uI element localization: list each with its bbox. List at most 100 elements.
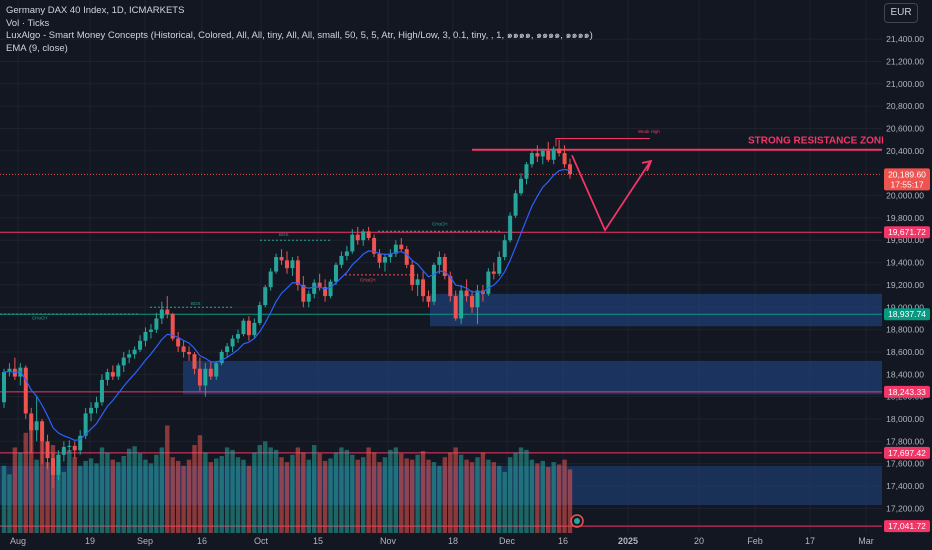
price-tick-label: 19,800.00 bbox=[886, 213, 924, 223]
candle-body bbox=[225, 346, 230, 352]
candle-body bbox=[361, 231, 366, 241]
price-tick-label: 18,000.00 bbox=[886, 414, 924, 424]
volume-bar bbox=[366, 447, 371, 533]
price-tick-label: 19,600.00 bbox=[886, 235, 924, 245]
volume-indicator-label[interactable]: Vol · Ticks bbox=[6, 17, 50, 29]
current-price-tag-bg bbox=[884, 168, 930, 191]
volume-bar bbox=[388, 449, 393, 533]
volume-bars bbox=[1, 423, 573, 533]
volume-bar bbox=[458, 454, 464, 533]
candle-body bbox=[23, 367, 28, 414]
volume-bar bbox=[562, 459, 567, 533]
volume-bar bbox=[497, 465, 502, 533]
candle-body bbox=[355, 234, 360, 241]
candle-body bbox=[448, 275, 453, 297]
volume-bar bbox=[442, 457, 448, 533]
volume-bar bbox=[480, 452, 486, 533]
candle-body bbox=[524, 164, 529, 179]
volume-bar bbox=[56, 454, 61, 533]
volume-bar bbox=[67, 449, 72, 533]
candle-body bbox=[437, 257, 442, 265]
candle-body bbox=[535, 153, 540, 157]
volume-bar bbox=[18, 452, 23, 533]
candles bbox=[2, 139, 572, 489]
volume-bar bbox=[328, 458, 333, 533]
projection-arrowhead bbox=[641, 159, 653, 172]
price-tick-label: 17,400.00 bbox=[886, 481, 924, 491]
volume-bar bbox=[567, 469, 573, 533]
volume-bar bbox=[83, 460, 88, 533]
demand-zone bbox=[183, 360, 882, 395]
candle-body bbox=[138, 340, 143, 350]
resistance-label: STRONG RESISTANCE ZONE bbox=[748, 136, 888, 147]
candle-body bbox=[214, 363, 219, 377]
candle-body bbox=[246, 320, 251, 336]
volume-bar bbox=[137, 453, 143, 533]
bos-label-1: BOS bbox=[279, 232, 289, 237]
candle-body bbox=[453, 296, 458, 319]
candle-body bbox=[562, 153, 567, 165]
volume-bar bbox=[551, 462, 556, 533]
bos-label-2: BOS bbox=[191, 301, 201, 306]
volume-bar bbox=[355, 459, 360, 533]
level-tag-3: 18,243.33 bbox=[888, 387, 926, 397]
replay-icon[interactable] bbox=[570, 514, 584, 528]
volume-bar bbox=[116, 462, 121, 533]
price-tick-label: 18,600.00 bbox=[886, 347, 924, 357]
volume-bar bbox=[224, 447, 230, 533]
volume-bar bbox=[159, 447, 165, 533]
candle-body bbox=[132, 349, 137, 355]
smc-indicator-label[interactable]: LuxAlgo - Smart Money Concepts (Historic… bbox=[6, 30, 593, 41]
candle-body bbox=[568, 164, 572, 175]
volume-bar bbox=[268, 447, 273, 533]
currency-button[interactable]: EUR bbox=[884, 3, 918, 23]
candle-body bbox=[290, 260, 295, 269]
volume-bar bbox=[453, 447, 458, 533]
candle-body bbox=[67, 445, 72, 447]
choch-label-3: CHoCH bbox=[360, 278, 376, 283]
volume-bar bbox=[7, 474, 12, 533]
volume-bar bbox=[486, 459, 491, 533]
candle-body bbox=[393, 244, 398, 254]
volume-bar bbox=[350, 454, 355, 533]
volume-bar bbox=[431, 462, 437, 533]
candle-body bbox=[181, 346, 186, 352]
level-tag-3-bg bbox=[884, 385, 930, 398]
price-tick-label: 21,000.00 bbox=[886, 79, 924, 89]
candle-body bbox=[350, 234, 355, 252]
projection-path bbox=[571, 154, 651, 233]
symbol-title[interactable]: Germany DAX 40 Index, 1D, ICMARKETS bbox=[6, 5, 185, 16]
volume-bar bbox=[295, 447, 301, 533]
ema-indicator-label[interactable]: EMA (9, close) bbox=[6, 42, 68, 54]
candle-body bbox=[236, 334, 241, 339]
candle-body bbox=[148, 329, 153, 332]
level-tag-2-bg bbox=[884, 308, 930, 321]
price-tick-label: 19,400.00 bbox=[886, 258, 924, 268]
volume-bar bbox=[241, 459, 246, 533]
volume-bar bbox=[546, 467, 551, 533]
candle-body bbox=[382, 257, 387, 263]
candle-body bbox=[421, 279, 426, 297]
candle-body bbox=[187, 351, 192, 355]
volume-bar bbox=[404, 458, 409, 533]
candle-body bbox=[263, 287, 268, 306]
candle-body bbox=[285, 260, 289, 269]
ema-line bbox=[3, 168, 571, 441]
volume-bar bbox=[252, 452, 257, 533]
candle-body bbox=[295, 260, 300, 285]
candle-body bbox=[475, 290, 480, 308]
candle-body bbox=[546, 150, 551, 160]
time-tick-label: 15 bbox=[313, 536, 323, 546]
candle-body bbox=[399, 244, 404, 250]
volume-bar bbox=[273, 449, 279, 533]
candle-body bbox=[99, 379, 104, 403]
demand-zone bbox=[430, 293, 882, 327]
candle-body bbox=[105, 372, 110, 380]
candle-body bbox=[197, 368, 202, 386]
volume-bar bbox=[290, 454, 295, 533]
volume-bar bbox=[556, 464, 562, 533]
level-tag-1: 19,671.72 bbox=[888, 227, 926, 237]
time-tick-label: Sep bbox=[137, 536, 153, 546]
volume-bar bbox=[475, 457, 480, 533]
